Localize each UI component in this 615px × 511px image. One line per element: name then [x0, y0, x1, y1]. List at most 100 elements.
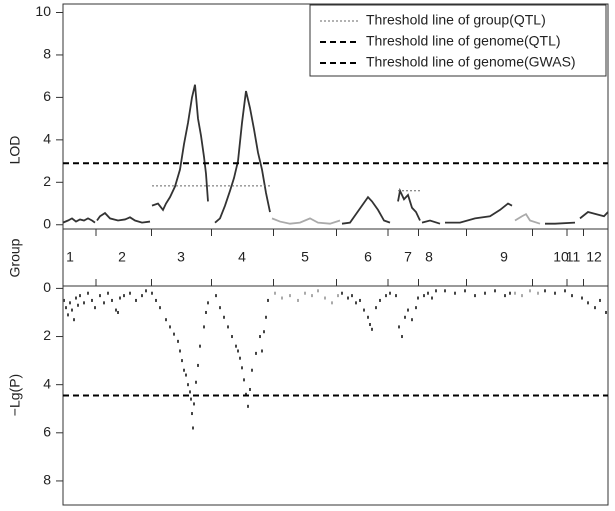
group-label: 5 [301, 249, 309, 265]
snp-point [181, 359, 183, 363]
snp-point [247, 404, 249, 408]
snp-point [231, 335, 233, 339]
snp-point [369, 323, 371, 327]
y-axis-title: −Lg(P) [7, 374, 23, 416]
snp-point [75, 296, 77, 300]
snp-point [265, 315, 267, 319]
snp-point [183, 368, 185, 372]
snp-point [135, 298, 137, 302]
snp-point [521, 294, 523, 298]
lod-line [445, 202, 513, 224]
y-tick-label: 8 [43, 472, 51, 488]
snp-point [173, 332, 175, 336]
snp-point [415, 306, 417, 310]
snp-point [363, 308, 365, 312]
lod-line [271, 217, 341, 225]
snp-point [304, 291, 306, 295]
snp-point [454, 291, 456, 295]
snp-point [544, 289, 546, 293]
snp-point [151, 291, 153, 295]
snp-point [435, 289, 437, 293]
snp-point [474, 294, 476, 298]
snp-point [87, 291, 89, 295]
snp-point [251, 368, 253, 372]
snp-point [65, 306, 67, 310]
group-label: 1 [66, 249, 74, 265]
snp-point [379, 298, 381, 302]
snp-point [63, 298, 65, 302]
snp-point [605, 310, 607, 314]
snp-point [355, 301, 357, 305]
snp-point [155, 298, 157, 302]
snp-point [351, 294, 353, 298]
plot-frame [62, 3, 609, 506]
lod-line [62, 217, 96, 224]
y-tick-label: 2 [43, 173, 51, 189]
group-label: 11 [566, 249, 581, 265]
snp-point [347, 296, 349, 300]
snp-point [514, 291, 516, 295]
snp-point [385, 294, 387, 298]
group-label: 4 [238, 249, 246, 265]
y-axis-title: LOD [7, 136, 23, 165]
snp-point [337, 294, 339, 298]
lod-line [397, 187, 421, 221]
snp-point [259, 335, 261, 339]
snp-point [504, 294, 506, 298]
snp-point [587, 301, 589, 305]
snp-point [431, 296, 433, 300]
snp-point [107, 291, 109, 295]
snp-point [427, 291, 429, 295]
snp-point [189, 390, 191, 394]
snp-point [239, 356, 241, 360]
snp-point [341, 291, 343, 295]
snp-point [117, 310, 119, 314]
lod-line [214, 90, 271, 224]
snp-point [177, 339, 179, 343]
group-label: 3 [177, 249, 185, 265]
snp-point [187, 383, 189, 387]
snp-point [494, 289, 496, 293]
snp-point [371, 327, 373, 331]
lod-line [545, 221, 576, 225]
snp-point [249, 387, 251, 391]
snp-point [484, 291, 486, 295]
snp-point [193, 402, 195, 406]
snp-point [191, 412, 193, 416]
snp-point [94, 306, 96, 310]
snp-point [241, 366, 243, 370]
snp-point [255, 351, 257, 355]
snp-point [115, 308, 117, 312]
group-label: 7 [404, 249, 412, 265]
snp-point [123, 294, 125, 298]
snp-point [289, 294, 291, 298]
snp-point [537, 291, 539, 295]
snp-point [159, 306, 161, 310]
group-label: 12 [586, 249, 602, 265]
snp-point [444, 289, 446, 293]
snp-point [237, 349, 239, 353]
snp-point [99, 294, 101, 298]
snp-point [423, 294, 425, 298]
y-tick-label: 0 [43, 215, 51, 231]
snp-point [185, 373, 187, 377]
snp-point [103, 301, 105, 305]
y-tick-label: 4 [43, 375, 51, 391]
snp-point [245, 392, 247, 396]
snp-point [411, 318, 413, 322]
snp-point [401, 335, 403, 339]
snp-point [324, 296, 326, 300]
snp-point [297, 298, 299, 302]
snp-point [71, 308, 73, 312]
y-tick-label: 6 [43, 88, 51, 104]
snp-point [235, 344, 237, 348]
legend-label: Threshold line of group(QTL) [366, 12, 546, 28]
snp-point [404, 315, 406, 319]
y-tick-label: 6 [43, 424, 51, 440]
snp-point [227, 325, 229, 329]
y-tick-label: 4 [43, 131, 51, 147]
snp-point [398, 325, 400, 329]
lod-line [96, 211, 151, 224]
snp-point [311, 294, 313, 298]
lod-line [151, 84, 209, 212]
